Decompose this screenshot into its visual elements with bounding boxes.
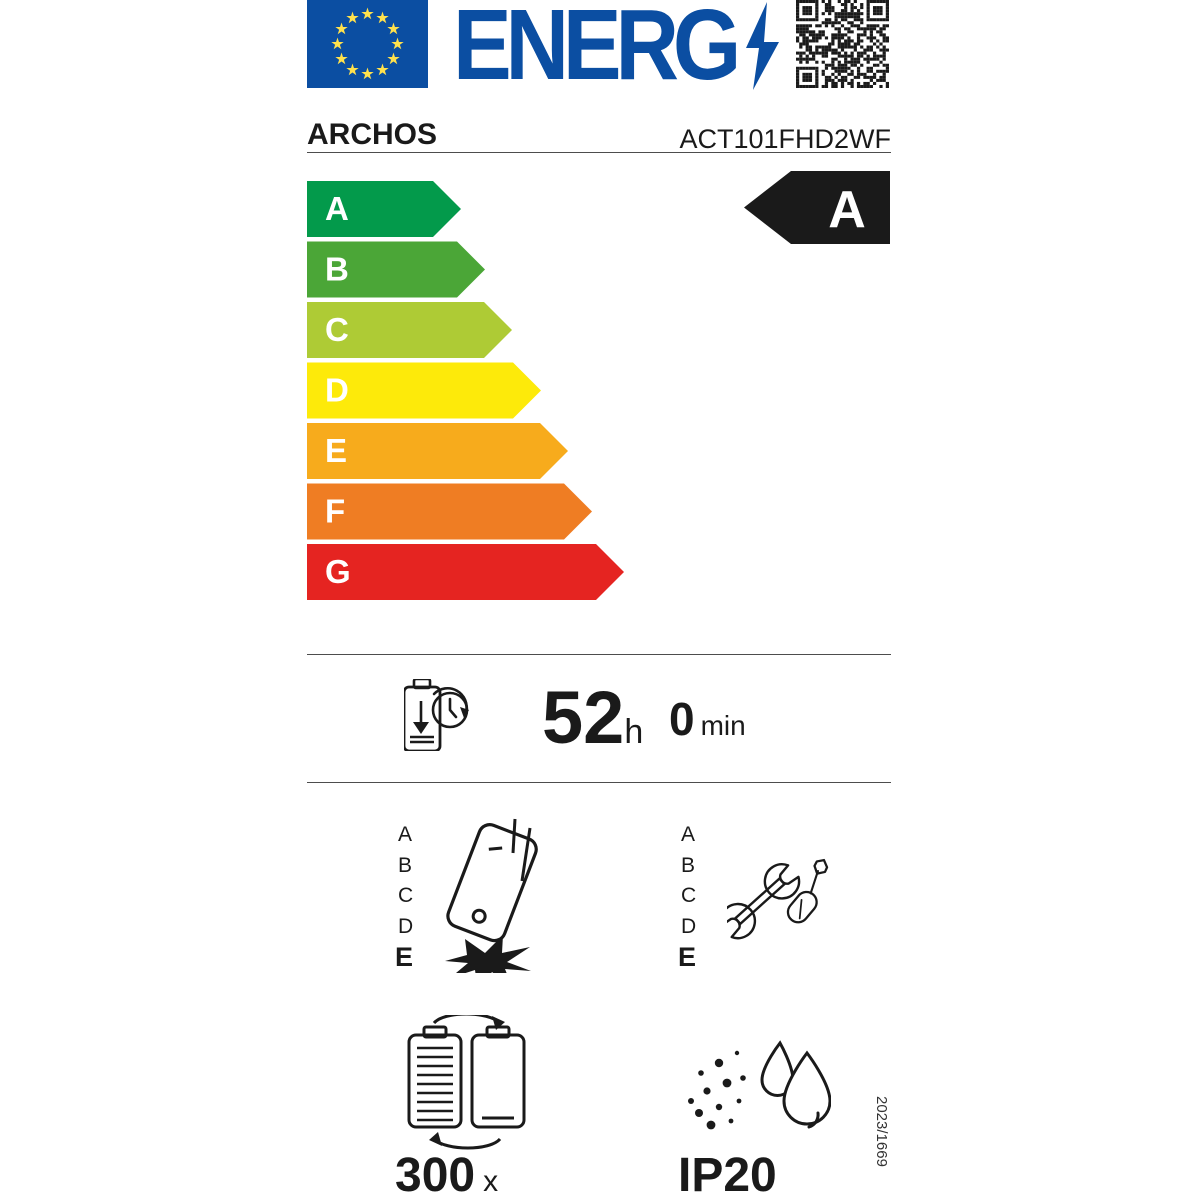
svg-text:C: C (325, 311, 349, 348)
svg-text:F: F (325, 493, 345, 530)
svg-text:A: A (325, 190, 349, 227)
svg-text:A: A (828, 181, 866, 239)
svg-text:B: B (325, 251, 349, 288)
svg-text:E: E (325, 432, 347, 469)
svg-text:G: G (325, 553, 351, 590)
svg-text:D: D (325, 372, 349, 409)
